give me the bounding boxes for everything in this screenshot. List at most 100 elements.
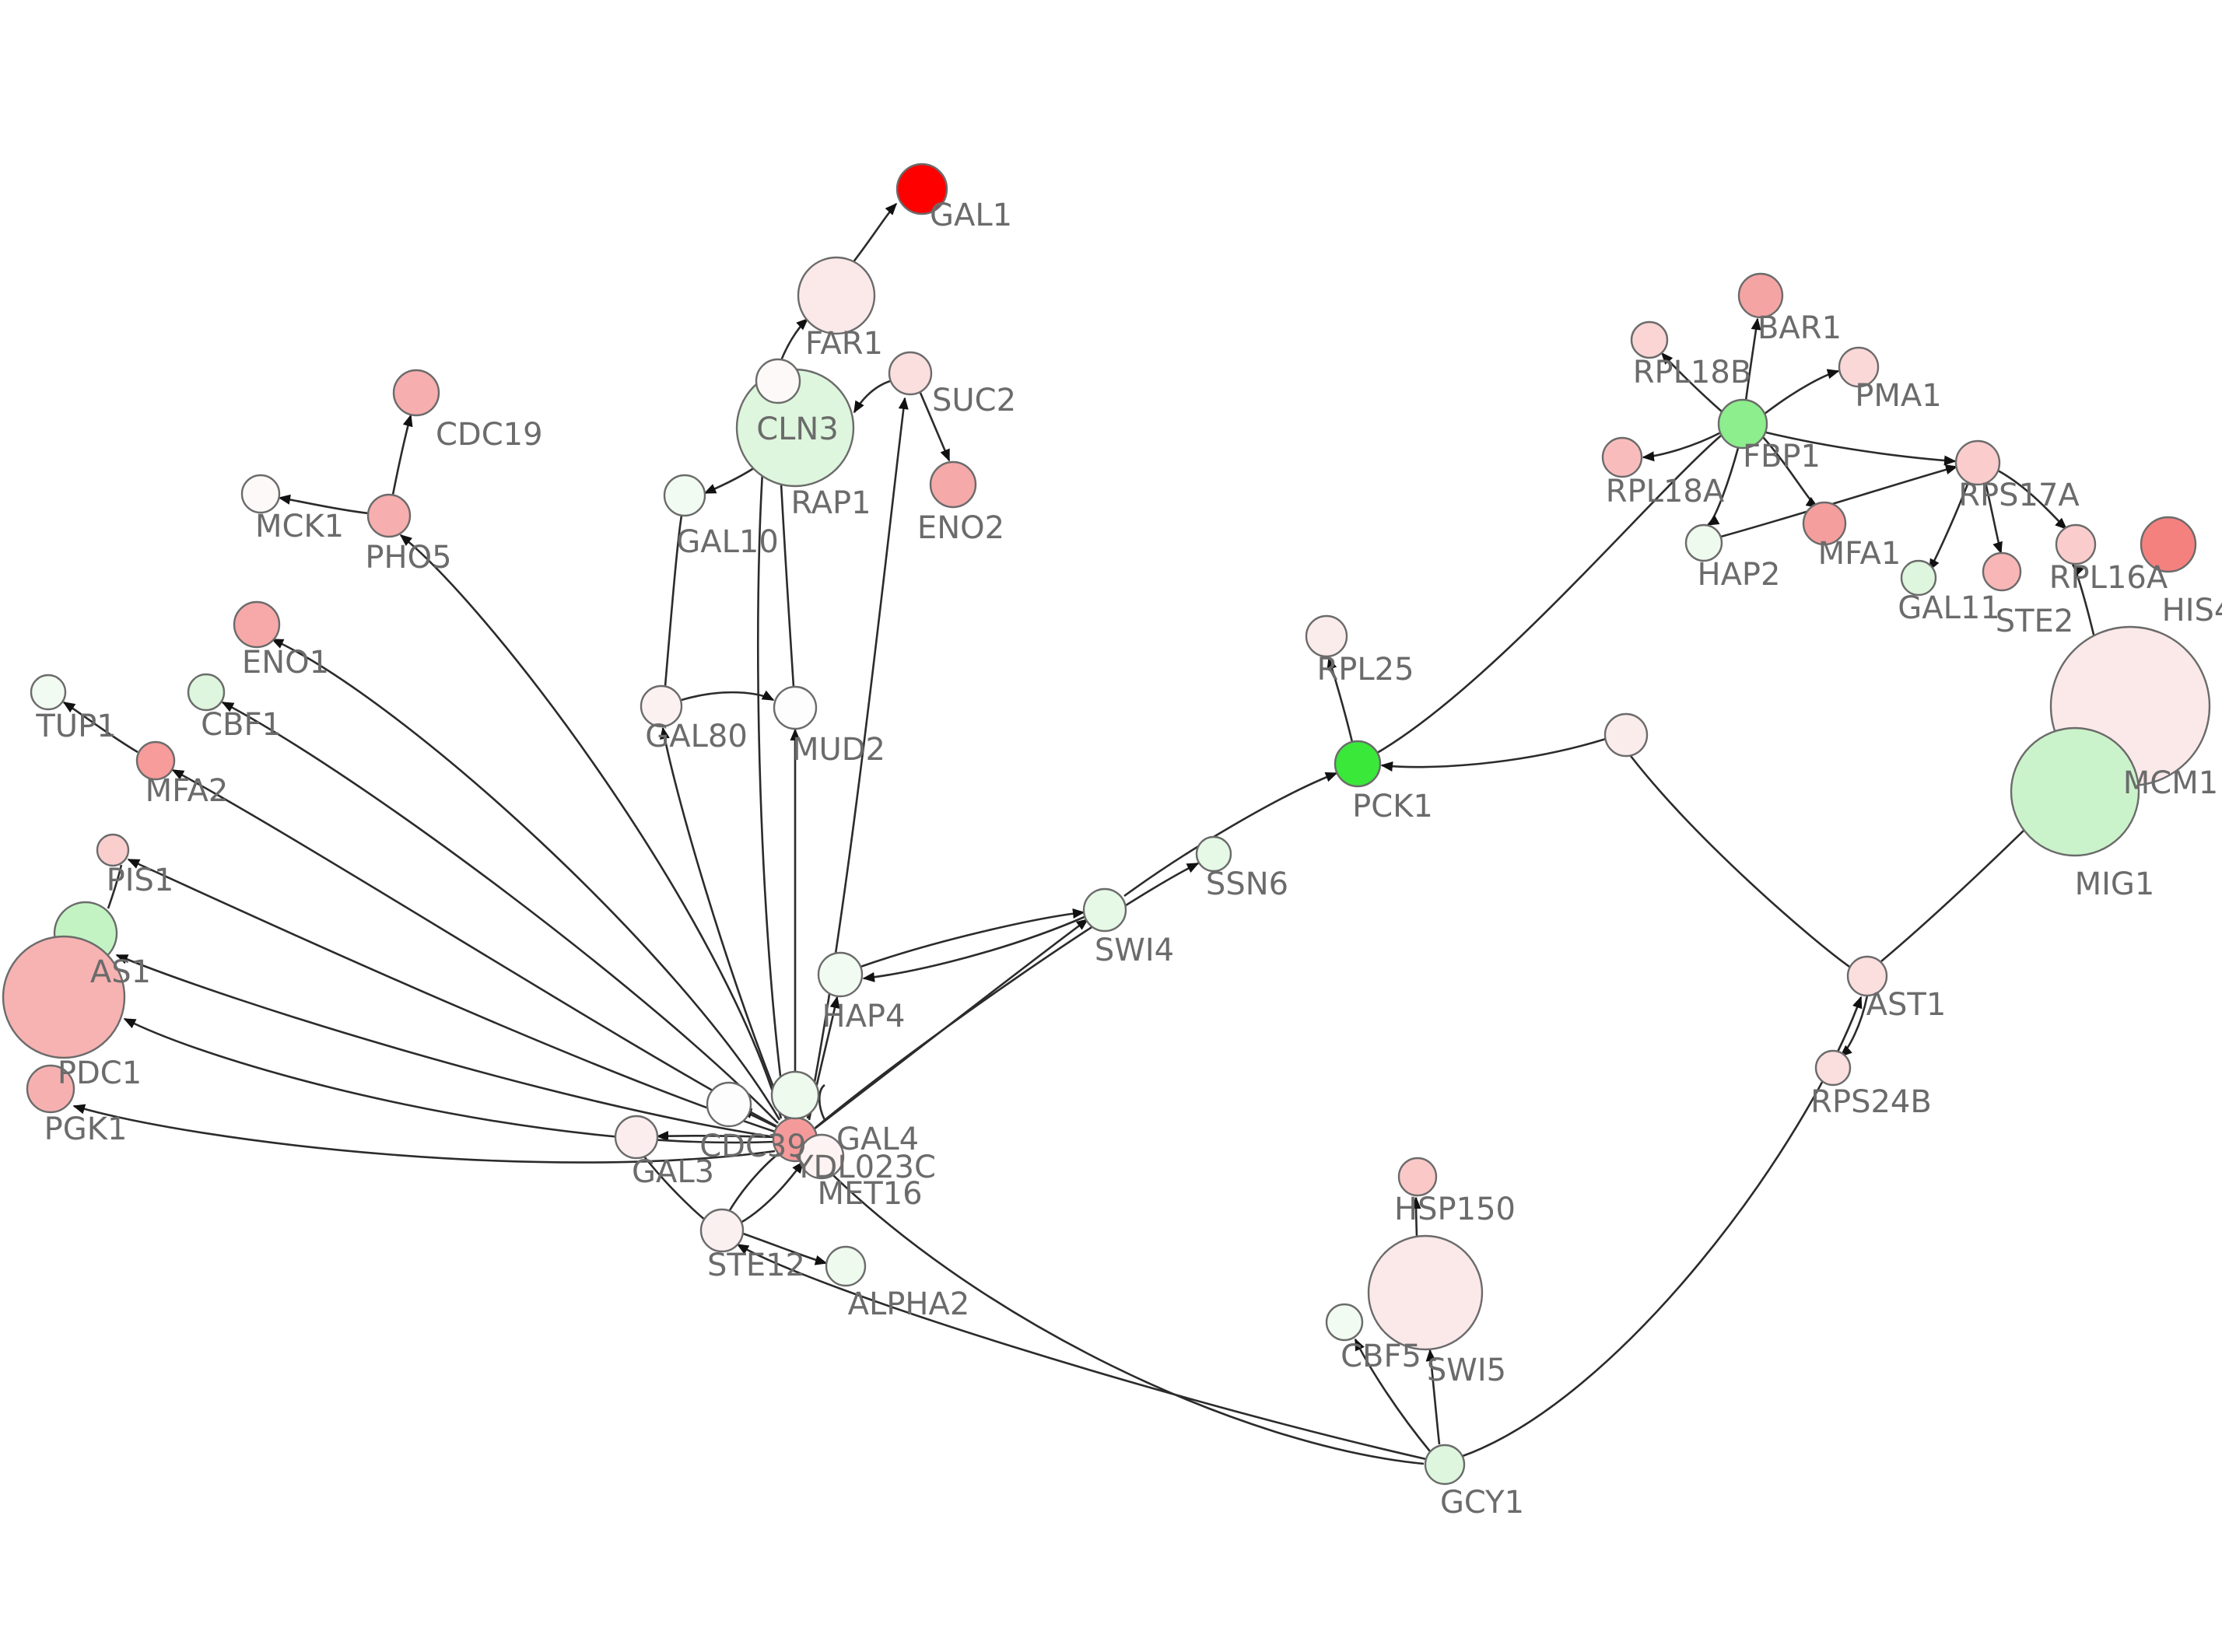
edge-AST1-to-RPS24B — [1839, 995, 1869, 1058]
node-layer[interactable] — [2, 163, 2211, 1486]
edge-GAL4-to-CBF1 — [221, 701, 779, 1124]
edge-MFA2-to-TUP1 — [62, 701, 138, 754]
edge-STE12-to-YDL023C — [740, 1160, 804, 1224]
edge-SUC2-to-CLN3 — [853, 380, 891, 414]
node-rap1[interactable] — [755, 358, 801, 404]
edge-FBP1-to-BAR1 — [1744, 317, 1761, 401]
node-label-cdc39: CDC39 — [699, 1129, 807, 1164]
node-swi4[interactable] — [1082, 887, 1127, 933]
node-rpl18b[interactable] — [1630, 320, 1669, 359]
node-label-as1: AS1 — [90, 954, 151, 990]
node-his4[interactable] — [2140, 516, 2197, 573]
node-pgk1[interactable] — [26, 1064, 75, 1114]
node-label-hsp150: HSP150 — [1394, 1192, 1516, 1227]
node-mfa2[interactable] — [135, 740, 176, 781]
node-rps24b[interactable] — [1814, 1049, 1852, 1087]
node-eno2[interactable] — [929, 460, 977, 509]
edge-PCK1-to-RPL25 — [1327, 656, 1354, 743]
node-eno1[interactable] — [233, 600, 281, 649]
node-label-mcm1: MCM1 — [2123, 765, 2218, 801]
node-ast1[interactable] — [1846, 955, 1888, 997]
node-rps17a[interactable] — [1954, 439, 2001, 486]
node-swi5[interactable] — [1367, 1234, 1484, 1351]
node-gal3[interactable] — [614, 1115, 659, 1160]
node-label-ydl023c: YDL023C — [794, 1150, 936, 1185]
node-hap4[interactable] — [817, 951, 864, 998]
edge-GAL4-to-GAL3 — [656, 1131, 776, 1142]
node-tup1[interactable] — [30, 674, 67, 711]
node-cdc39[interactable] — [706, 1081, 752, 1128]
node-fbp1[interactable] — [1717, 398, 1768, 450]
node-label-rps17a: RPS17A — [1958, 478, 2080, 513]
node-rpl25[interactable] — [1305, 614, 1348, 658]
node-rpl18a[interactable] — [1601, 436, 1643, 478]
node-label-tup1: TUP1 — [35, 709, 116, 744]
edge-PCK1-to-FBP1 — [1376, 435, 1722, 754]
node-gal11[interactable] — [1900, 559, 1937, 597]
node-ste2[interactable] — [1982, 551, 2022, 592]
edge-SWI4-to-HAP4 — [862, 915, 1087, 982]
node-mud2[interactable] — [773, 685, 818, 730]
node-label-cbf5: CBF5 — [1341, 1339, 1421, 1374]
node-pck1[interactable] — [1334, 740, 1382, 788]
node-alpha2[interactable] — [825, 1245, 867, 1287]
node-label-pho5: PHO5 — [365, 540, 451, 576]
edge-STE12-to-ALPHA2 — [742, 1232, 828, 1265]
node-met16[interactable] — [770, 1070, 820, 1120]
edge-SUC2-to-ENO2 — [919, 392, 951, 462]
node-label-his4: HIS4 — [2162, 593, 2222, 628]
node-cdc19[interactable] — [392, 369, 440, 417]
node-label-mig1: MIG1 — [2075, 866, 2155, 902]
edge-PHO5-to-CDC19 — [391, 414, 413, 495]
edge-GCY1-to-CBF5 — [1354, 1338, 1432, 1452]
node-label-mfa1: MFA1 — [1818, 536, 1901, 572]
edge-GAL4-to-GCY1 — [808, 1150, 1425, 1465]
node-label-bar1: BAR1 — [1758, 310, 1842, 346]
node-pma1[interactable] — [1838, 346, 1880, 388]
node-pdc1[interactable] — [2, 935, 126, 1059]
node-label-pma1: PMA1 — [1855, 378, 1941, 414]
edge-MIDRIGHT-to-PCK1 — [1380, 737, 1607, 772]
node-rpl16a[interactable] — [2055, 523, 2097, 565]
node-label-cln3: CLN3 — [756, 411, 839, 447]
node-label-far1: FAR1 — [805, 326, 883, 362]
node-mfa1[interactable] — [1802, 501, 1847, 546]
node-far1[interactable] — [797, 256, 876, 335]
node-label-pdc1: PDC1 — [58, 1055, 142, 1091]
node-mig1[interactable] — [2010, 726, 2140, 857]
node-ydl023c[interactable] — [798, 1133, 845, 1180]
edge-SWI5-to-HSP150 — [1411, 1196, 1421, 1237]
node-label-cbf1: CBF1 — [201, 707, 282, 743]
node-label-gal11: GAL11 — [1898, 590, 2000, 626]
node-label-met16: MET16 — [817, 1176, 922, 1212]
node-gcy1[interactable] — [1424, 1444, 1466, 1486]
edge-GCY1-to-SWI5 — [1425, 1349, 1441, 1445]
node-cbf1[interactable] — [187, 673, 226, 712]
node-mck1[interactable] — [240, 474, 281, 514]
node-cbf5[interactable] — [1325, 1303, 1364, 1342]
edge-FAR1-to-GAL1 — [851, 202, 898, 264]
edge-MCM1-to-RPL16A — [2071, 563, 2096, 639]
node-ssn6[interactable] — [1195, 835, 1232, 873]
edge-GAL4-to-GAL80 — [659, 726, 787, 1119]
node-ste12[interactable] — [699, 1208, 745, 1253]
node-label-rpl25: RPL25 — [1316, 652, 1414, 688]
node-gal1[interactable] — [895, 163, 948, 215]
node-hsp150[interactable] — [1397, 1157, 1438, 1197]
node-label-alpha2: ALPHA2 — [848, 1286, 970, 1322]
node-gal10[interactable] — [663, 474, 706, 517]
node-pis1[interactable] — [96, 833, 130, 867]
node-suc2[interactable] — [888, 351, 933, 396]
node-hap2[interactable] — [1684, 523, 1723, 562]
node-label-gal10: GAL10 — [676, 524, 779, 560]
edge-GAL4-to-SUC2 — [806, 397, 909, 1119]
node-pho5[interactable] — [366, 493, 412, 538]
node-label-gal1: GAL1 — [930, 198, 1012, 233]
node-gal80[interactable] — [640, 684, 683, 728]
node-label-fbp1: FBP1 — [1743, 439, 1821, 474]
node-midright[interactable] — [1603, 712, 1649, 758]
edge-GAL4-to-PIS1 — [127, 858, 776, 1133]
node-bar1[interactable] — [1737, 272, 1784, 319]
node-label-mud2: MUD2 — [792, 732, 885, 768]
